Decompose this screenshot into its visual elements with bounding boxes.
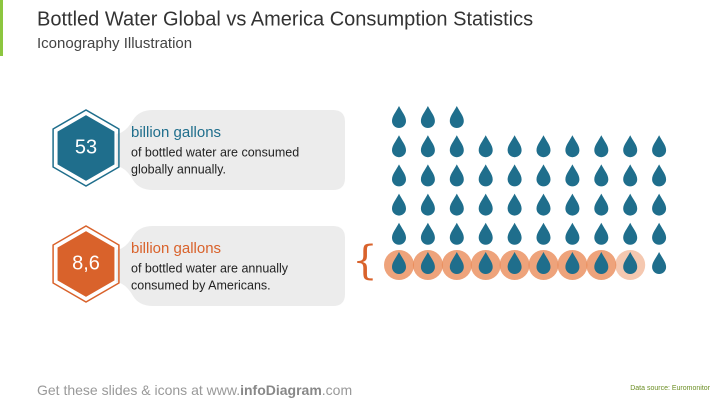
stat-value: 8,6 <box>72 252 100 274</box>
subtitle: Iconography Illustration <box>37 35 192 52</box>
water-drop <box>652 135 667 158</box>
water-drop <box>449 252 464 274</box>
footer-suffix: .com <box>322 382 352 398</box>
water-drop <box>652 193 667 216</box>
water-drop <box>420 222 435 245</box>
water-drop <box>536 193 551 216</box>
hexagon-outline <box>52 225 120 303</box>
water-drop <box>392 252 406 274</box>
water-drop <box>478 164 493 187</box>
water-drop <box>652 252 667 274</box>
stat-unit: billion gallons <box>131 124 221 141</box>
water-drop <box>392 135 406 158</box>
water-drop <box>623 193 638 216</box>
water-drop <box>449 222 464 245</box>
water-drop <box>449 106 464 128</box>
water-drop <box>392 193 406 216</box>
hexagon <box>55 112 117 184</box>
water-drop <box>536 252 551 274</box>
water-drop <box>594 135 609 158</box>
water-drop <box>449 193 464 216</box>
stat-description: of bottled water are annually <box>131 261 289 275</box>
water-drop <box>652 164 667 187</box>
bottle <box>60 110 345 190</box>
water-drop <box>565 164 580 187</box>
water-drop <box>478 193 493 216</box>
pictogram <box>384 106 667 280</box>
footer: Get these slides & icons at www.infoDiag… <box>37 382 352 398</box>
hexagon <box>55 228 117 300</box>
water-drop <box>623 222 638 245</box>
water-drop <box>478 222 493 245</box>
water-drop <box>623 164 638 187</box>
water-drop <box>565 252 580 274</box>
water-drop <box>565 135 580 158</box>
water-drop <box>478 252 493 274</box>
footer-prefix: Get these slides & icons at www. <box>37 382 240 398</box>
title: Bottled Water Global vs America Consumpt… <box>37 8 533 30</box>
water-drop <box>652 222 667 245</box>
water-drop <box>536 222 551 245</box>
hexagon-outline <box>52 109 120 187</box>
water-drop <box>507 193 522 216</box>
water-drop <box>594 164 609 187</box>
accent-bar <box>0 0 3 56</box>
stat-description: globally annually. <box>131 162 226 176</box>
water-drop <box>565 193 580 216</box>
water-drop <box>449 164 464 187</box>
bottle <box>60 226 345 306</box>
water-drop <box>420 135 435 158</box>
water-drop <box>507 164 522 187</box>
footer-brand: infoDiagram <box>240 382 322 398</box>
water-drop <box>478 135 493 158</box>
water-drop <box>565 222 580 245</box>
water-drop <box>392 106 406 128</box>
water-drop <box>420 164 435 187</box>
water-drop <box>507 252 522 274</box>
water-drop <box>420 193 435 216</box>
stat-description: of bottled water are consumed <box>131 145 299 159</box>
water-drop <box>623 135 638 158</box>
water-drop <box>449 135 464 158</box>
water-drop <box>594 252 609 274</box>
brace: { <box>352 238 377 284</box>
water-drop <box>392 164 406 187</box>
stat-unit: billion gallons <box>131 240 221 257</box>
stat-description: consumed by Americans. <box>131 278 271 292</box>
stat-value: 53 <box>75 136 97 158</box>
bottles <box>60 110 345 306</box>
water-drop <box>420 106 435 128</box>
water-drop <box>594 222 609 245</box>
water-drop <box>392 222 406 245</box>
stats: 53 billion gallons of bottled water are co… <box>52 109 299 303</box>
water-drop <box>594 193 609 216</box>
water-drop <box>507 222 522 245</box>
data-source: Data source: Euromonitor <box>630 385 710 392</box>
water-drop <box>536 164 551 187</box>
water-drop <box>420 252 435 274</box>
water-drop <box>536 135 551 158</box>
water-drop <box>507 135 522 158</box>
water-drop <box>623 252 638 274</box>
